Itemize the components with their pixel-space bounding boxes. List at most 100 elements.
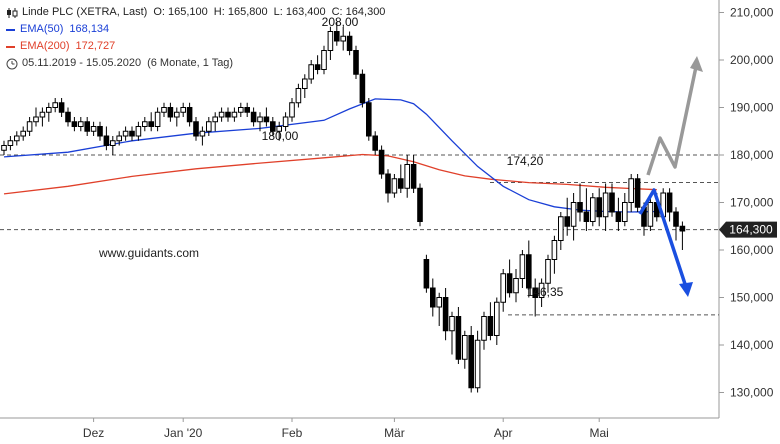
candle <box>58 98 65 117</box>
candle-body <box>180 107 186 113</box>
candle <box>583 188 590 231</box>
high-value: H: 165,800 <box>213 6 268 18</box>
candle <box>116 131 123 146</box>
candle-body <box>186 107 193 123</box>
candle <box>673 207 679 241</box>
candle <box>199 126 206 146</box>
candle-body <box>558 216 564 241</box>
candle-body <box>442 297 449 332</box>
period-interval: (6 Monate, 1 Tag) <box>147 57 234 69</box>
candle <box>596 188 603 227</box>
candle <box>679 221 686 250</box>
period-row: 05.11.2019 - 15.05.2020 (6 Monate, 1 Tag… <box>6 55 391 72</box>
candle <box>84 117 91 136</box>
close-value: C: 164,300 <box>331 6 386 18</box>
candle <box>506 259 513 298</box>
candle-body <box>615 211 622 222</box>
candle <box>430 278 436 317</box>
candle-body <box>378 149 385 175</box>
candle <box>366 98 372 141</box>
candle <box>327 26 334 60</box>
candle-body <box>231 111 238 118</box>
candle <box>391 174 398 198</box>
candle-body <box>551 240 558 260</box>
ema200-label: EMA(200) <box>20 40 70 52</box>
candle-body <box>193 121 199 137</box>
period-range: 05.11.2019 - 15.05.2020 <box>22 57 142 69</box>
candle-body <box>410 164 417 189</box>
candle-body <box>538 282 545 298</box>
candle-body <box>314 64 321 70</box>
candle-body <box>634 178 641 208</box>
candle-body <box>71 121 78 127</box>
candle-body <box>206 121 212 132</box>
candle-body <box>430 287 436 308</box>
candle-body <box>58 102 65 113</box>
y-tick-label: 130,000 <box>730 386 774 400</box>
candle-body <box>462 335 468 360</box>
candle-body <box>244 107 250 113</box>
candle-body <box>404 164 410 189</box>
candle <box>634 174 641 212</box>
candle-body <box>577 202 583 213</box>
candle <box>231 107 238 122</box>
candle <box>218 107 225 122</box>
candle <box>97 121 103 141</box>
candlestick-icon <box>6 7 18 19</box>
candle-body <box>596 197 603 218</box>
candle <box>180 102 186 117</box>
candle <box>71 117 78 132</box>
candle-body <box>103 135 110 146</box>
candle <box>423 254 430 293</box>
candle <box>186 102 193 127</box>
ema200-series <box>3 153 657 195</box>
candle-body <box>487 316 494 336</box>
candle-body <box>97 126 103 137</box>
candle-body <box>122 130 129 137</box>
candle <box>609 183 615 217</box>
candle-body <box>1 145 7 151</box>
candle-body <box>327 31 334 51</box>
candle-body <box>417 187 423 222</box>
open-value: O: 165,100 <box>153 6 208 18</box>
candle <box>52 98 59 113</box>
candle <box>334 22 340 46</box>
price-annotation: 208,00 <box>322 15 359 29</box>
candle <box>65 107 71 127</box>
candle <box>244 102 250 117</box>
ema200-value: 172,727 <box>75 40 116 52</box>
candle <box>276 121 282 141</box>
candle-body <box>116 135 123 142</box>
candle <box>378 145 385 179</box>
candle <box>481 311 487 350</box>
candle-body <box>174 111 180 118</box>
candle <box>110 136 116 155</box>
clock-icon <box>6 58 18 70</box>
candle <box>500 269 506 312</box>
y-tick-label: 200,000 <box>730 53 774 67</box>
candle <box>289 98 295 122</box>
candle-body <box>666 192 673 213</box>
low-value: L: 163,400 <box>273 6 326 18</box>
candle-body <box>7 140 14 146</box>
candle-body <box>148 121 154 127</box>
x-tick-label: Mär <box>384 426 405 440</box>
candle <box>161 102 167 117</box>
candle <box>410 155 417 193</box>
candle-body <box>532 287 539 298</box>
candle-body <box>449 316 455 332</box>
candle <box>615 197 622 231</box>
candle <box>90 121 97 136</box>
candle-body <box>14 135 20 142</box>
candle <box>238 102 244 117</box>
bullish-scenario-arrow <box>646 61 699 176</box>
candle-body <box>257 116 263 123</box>
y-tick-label: 150,000 <box>730 291 774 305</box>
candle <box>14 131 20 146</box>
ema50-legend-row: EMA(50) 168,134 <box>6 21 391 38</box>
candle <box>148 112 154 132</box>
candle <box>666 188 673 222</box>
candle <box>577 183 583 222</box>
candle-body <box>33 116 39 123</box>
